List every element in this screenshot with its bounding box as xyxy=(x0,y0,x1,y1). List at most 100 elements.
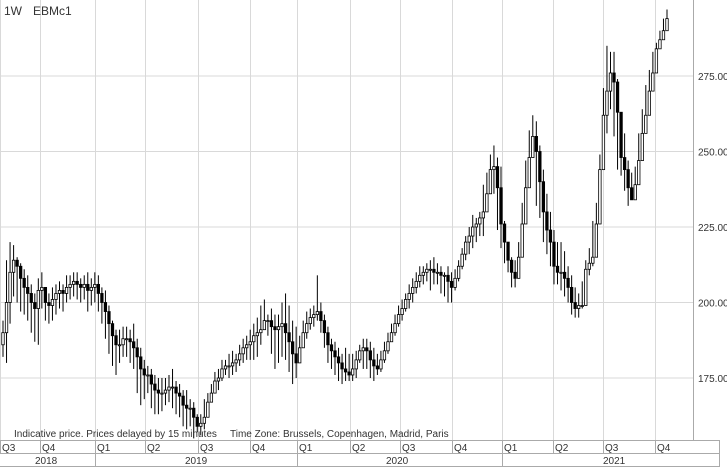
year-label: 2019 xyxy=(185,456,208,467)
candle-body-up xyxy=(280,323,284,328)
candle-body-down xyxy=(149,374,153,385)
candle-body-down xyxy=(326,332,330,346)
candle-body-up xyxy=(167,386,171,391)
quarter-label: Q1 xyxy=(97,443,111,454)
quarter-label: Q2 xyxy=(352,443,366,454)
candle-body-down xyxy=(86,283,90,291)
candle-body-up xyxy=(400,308,404,315)
candle-body-up xyxy=(160,392,164,395)
candle-body-up xyxy=(651,72,655,92)
candle-body-up xyxy=(40,286,44,291)
candle-body-down xyxy=(340,362,344,370)
candle-body-down xyxy=(538,151,542,183)
candle-body-down xyxy=(333,350,337,358)
candle-body-up xyxy=(647,90,651,116)
candle-body-up xyxy=(358,350,362,361)
candle-body-up xyxy=(4,302,9,334)
candle-body-down xyxy=(269,320,274,328)
candle-body-up xyxy=(421,271,425,276)
candle-body-down xyxy=(322,320,327,334)
candle-body-down xyxy=(290,341,295,355)
y-tick-label: 225.00 xyxy=(698,223,727,234)
candle-body-up xyxy=(605,90,609,116)
candle-body-up xyxy=(393,323,397,334)
candle-body-up xyxy=(163,389,168,394)
interval-label: 1W xyxy=(4,4,22,18)
candle-body-down xyxy=(319,311,323,322)
candle-body-up xyxy=(259,329,263,334)
candle-body-up xyxy=(8,271,12,303)
candle-body-down xyxy=(139,356,143,370)
candle-body-up xyxy=(580,305,584,307)
candle-body-down xyxy=(103,302,108,312)
candle-body-down xyxy=(619,111,623,158)
candle-body-up xyxy=(492,166,496,171)
candle-body-up xyxy=(308,317,312,325)
candle-body-up xyxy=(418,274,422,282)
candle-body-up xyxy=(64,286,69,294)
candle-body-up xyxy=(146,374,150,377)
quarter-label: Q2 xyxy=(147,443,161,454)
candle-body-down xyxy=(570,286,574,303)
candle-body-up xyxy=(520,223,524,258)
year-label: 2018 xyxy=(35,456,58,467)
quarter-label: Q4 xyxy=(657,443,671,454)
candle-body-down xyxy=(15,259,19,267)
candle-body-down xyxy=(273,326,277,331)
candle-body-up xyxy=(230,362,235,367)
candle-body-down xyxy=(506,241,510,261)
candle-body-up xyxy=(658,39,662,50)
candle-body-down xyxy=(192,407,196,418)
candle-body-up xyxy=(216,377,221,382)
candle-body-down xyxy=(509,259,514,273)
candle-body-up xyxy=(640,132,644,161)
delay-note: Indicative price. Prices delayed by 15 m… xyxy=(14,429,217,440)
candle-body-down xyxy=(439,271,443,276)
quarter-label: Q1 xyxy=(299,443,313,454)
candle-body-up xyxy=(220,368,224,379)
candle-body-up xyxy=(661,30,666,41)
candle-body-up xyxy=(68,283,72,288)
candle-body-up xyxy=(121,338,125,346)
candle-body-up xyxy=(577,305,581,309)
candle-body-up xyxy=(435,271,440,274)
candle-body-up xyxy=(117,344,122,347)
candle-body-up xyxy=(456,265,461,279)
candle-body-down xyxy=(26,286,30,294)
candle-body-down xyxy=(365,347,369,352)
y-tick-label: 250.00 xyxy=(698,148,727,159)
quarter-label: Q3 xyxy=(605,443,619,454)
candle-body-up xyxy=(202,416,206,424)
candle-body-up xyxy=(637,160,641,186)
candle-body-up xyxy=(305,323,309,334)
y-tick-label: 175.00 xyxy=(698,374,727,385)
candle-body-down xyxy=(615,81,620,113)
y-tick-label: 275.00 xyxy=(698,72,727,83)
candle-body-down xyxy=(513,271,517,279)
candle-body-up xyxy=(379,359,383,370)
candle-body-down xyxy=(22,277,26,288)
candle-body-up xyxy=(124,338,129,341)
candle-body-up xyxy=(11,259,16,273)
candle-body-up xyxy=(584,268,588,306)
candle-body-down xyxy=(287,332,291,343)
candle-body-up xyxy=(57,290,62,294)
candle-body-down xyxy=(446,274,450,282)
candle-body-down xyxy=(107,311,111,325)
candle-body-up xyxy=(654,48,659,74)
candle-body-down xyxy=(347,371,351,376)
candle-body-down xyxy=(128,338,132,343)
candle-body-up xyxy=(245,344,249,349)
candle-body-down xyxy=(329,344,334,352)
candle-body-down xyxy=(612,72,616,83)
candle-body-up xyxy=(404,299,408,309)
candle-body-up xyxy=(234,359,238,364)
candle-body-up xyxy=(50,299,55,306)
candle-body-down xyxy=(185,404,189,409)
candle-body-down xyxy=(142,368,146,376)
candle-body-up xyxy=(396,314,401,325)
candle-body-up xyxy=(241,347,245,355)
candle-body-up xyxy=(389,332,394,343)
candle-body-up xyxy=(238,353,242,361)
